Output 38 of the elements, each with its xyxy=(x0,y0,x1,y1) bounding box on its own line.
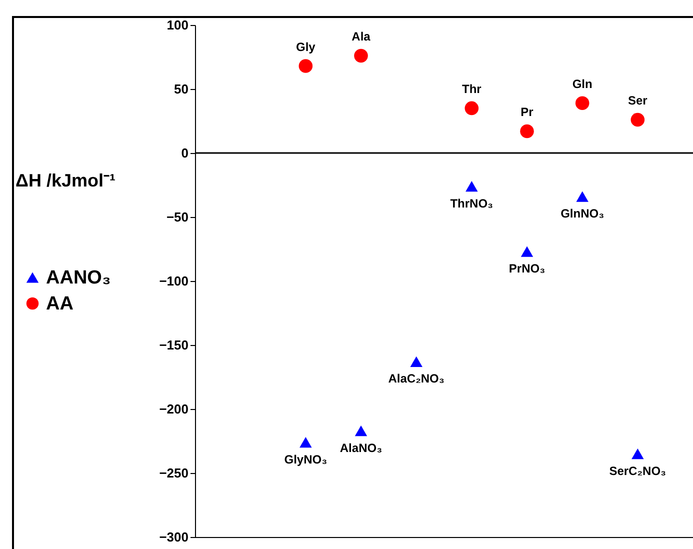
y-tick-label: 100 xyxy=(166,18,188,32)
y-tick-label: −250 xyxy=(159,466,188,480)
data-label: PrNO₃ xyxy=(508,262,546,276)
data-label: SerC₂NO₃ xyxy=(609,464,666,478)
point xyxy=(630,112,645,127)
data-label: Thr xyxy=(462,82,482,96)
data-label: Pr xyxy=(520,105,534,120)
point xyxy=(520,246,534,257)
y-tick-label: 0 xyxy=(181,146,188,160)
point xyxy=(298,59,313,73)
data-label: Ser xyxy=(628,94,648,108)
y-tick-label: 50 xyxy=(174,82,188,96)
point xyxy=(354,48,368,63)
point xyxy=(354,425,368,436)
y-tick-label: −200 xyxy=(159,402,188,416)
y-tick-label: −50 xyxy=(166,210,188,224)
y-tick-label: −150 xyxy=(159,338,188,352)
point xyxy=(520,124,534,138)
legend-label: AANO₃ xyxy=(46,268,111,288)
point xyxy=(466,180,478,192)
point xyxy=(464,101,479,116)
point xyxy=(576,191,588,202)
y-tick-label: −100 xyxy=(159,274,188,288)
data-label: AlaNO₃ xyxy=(340,440,382,455)
data-label: Ala xyxy=(352,30,371,44)
point xyxy=(300,436,312,448)
point xyxy=(632,448,644,460)
data-label: Gly xyxy=(296,40,316,54)
point xyxy=(410,356,422,367)
y-axis-title: ΔH /kJmol⁻¹ xyxy=(16,170,116,190)
data-label: GlyNO₃ xyxy=(284,452,328,466)
point xyxy=(575,96,590,110)
legend-label: AA xyxy=(46,294,74,314)
data-label: Gln xyxy=(572,77,592,92)
y-tick-label: −300 xyxy=(159,530,188,544)
data-label: GlnNO₃ xyxy=(560,206,604,221)
data-label: AlaC₂NO₃ xyxy=(388,372,444,386)
data-label: ThrNO₃ xyxy=(450,196,494,210)
